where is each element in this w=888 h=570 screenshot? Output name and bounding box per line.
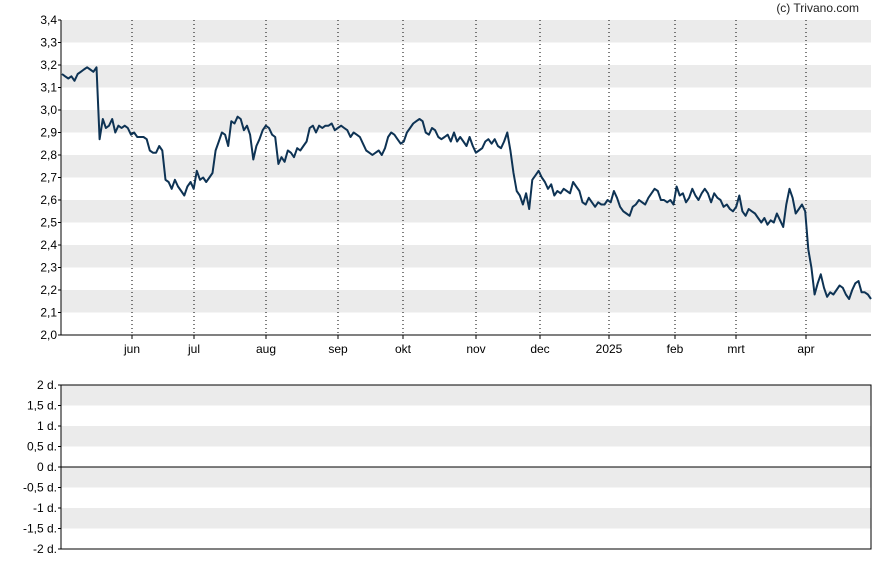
x-tick-label: okt — [395, 342, 412, 356]
y-tick-label: 1,5 d. — [27, 399, 57, 413]
x-tick-label: 2025 — [596, 342, 623, 356]
grid-band — [61, 385, 871, 406]
grid-band — [61, 290, 871, 313]
y-tick-label: 2,1 — [40, 306, 57, 320]
y-tick-label: 2,9 — [40, 126, 57, 140]
y-tick-label: 2,4 — [40, 238, 57, 252]
grid-band — [61, 245, 871, 268]
y-tick-label: 2 d. — [37, 378, 57, 392]
y-tick-label: -0,5 d. — [23, 481, 57, 495]
grid-band — [61, 200, 871, 223]
x-tick-label: jun — [123, 342, 140, 356]
y-tick-label: 3,2 — [40, 58, 57, 72]
x-tick-label: sep — [328, 342, 348, 356]
grid-band — [61, 508, 871, 529]
x-tick-label: nov — [466, 342, 485, 356]
x-tick-label: jul — [187, 342, 200, 356]
price-series-line — [61, 66, 872, 300]
x-tick-label: aug — [256, 342, 276, 356]
copyright-label: (c) Trivano.com — [776, 1, 859, 15]
y-tick-label: 1 d. — [37, 419, 57, 433]
y-tick-label: -1 d. — [33, 501, 57, 515]
y-tick-label: 3,0 — [40, 103, 57, 117]
y-tick-label: 2,8 — [40, 148, 57, 162]
x-tick-label: dec — [530, 342, 549, 356]
y-tick-label: -2 d. — [33, 542, 57, 556]
y-tick-label: 2,2 — [40, 283, 57, 297]
grid-band — [61, 110, 871, 133]
grid-band — [61, 467, 871, 488]
y-tick-label: 3,3 — [40, 36, 57, 50]
y-tick-label: 3,1 — [40, 81, 57, 95]
grid-band — [61, 426, 871, 447]
y-tick-label: 3,4 — [40, 13, 57, 27]
y-tick-label: -1,5 d. — [23, 522, 57, 536]
y-tick-label: 2,7 — [40, 171, 57, 185]
y-tick-label: 0 d. — [37, 460, 57, 474]
y-tick-label: 0,5 d. — [27, 440, 57, 454]
grid-band — [61, 20, 871, 43]
lower-panel-frame — [60, 384, 872, 550]
grid-band — [61, 65, 871, 88]
y-tick-label: 2,6 — [40, 193, 57, 207]
grid-band — [61, 155, 871, 178]
y-tick-label: 2,3 — [40, 261, 57, 275]
x-tick-label: mrt — [727, 342, 745, 356]
x-tick-label: apr — [797, 342, 814, 356]
x-tick-label: feb — [667, 342, 684, 356]
y-tick-label: 2,0 — [40, 328, 57, 342]
y-tick-label: 2,5 — [40, 216, 57, 230]
